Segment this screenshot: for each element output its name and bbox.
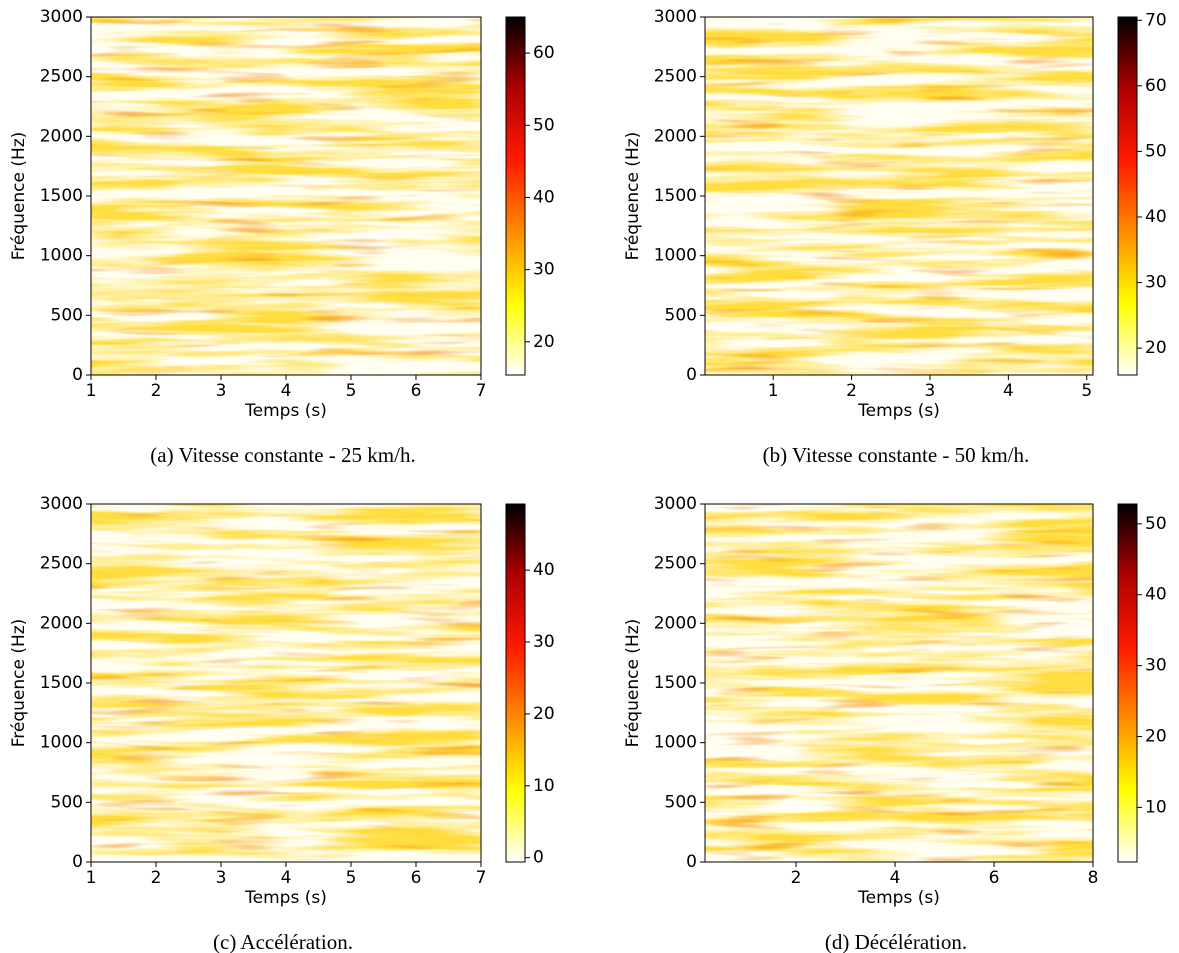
colorbar	[1117, 16, 1138, 376]
caption: (c) Accélération.	[213, 930, 353, 953]
x-axis-label: Temps (s)	[857, 401, 940, 421]
colorbar-tick-label: 70	[1145, 10, 1167, 30]
x-tick-label: 2	[846, 381, 857, 401]
x-tick-label: 1	[86, 868, 97, 888]
x-tick-label: 3	[925, 381, 936, 401]
y-tick-label: 2000	[40, 126, 83, 146]
colorbar	[1117, 503, 1138, 863]
x-tick-label: 6	[411, 868, 422, 888]
y-tick-label: 1000	[654, 733, 697, 753]
colorbar	[505, 16, 526, 376]
colorbar-tick-label: 10	[1145, 797, 1167, 817]
spectrogram-texture	[91, 17, 481, 375]
colorbar-tick-label: 60	[533, 43, 555, 63]
y-axis-label: Fréquence (Hz)	[9, 132, 29, 261]
y-axis-label: Fréquence (Hz)	[9, 619, 29, 748]
colorbar-tick-label: 0	[533, 848, 544, 868]
colorbar-tick-label: 30	[533, 632, 555, 652]
x-tick-label: 1	[86, 381, 97, 401]
y-tick-label: 1500	[654, 673, 697, 693]
colorbar-tick-label: 40	[1145, 207, 1167, 227]
y-tick-label: 3000	[40, 7, 83, 27]
x-tick-label: 7	[476, 381, 487, 401]
y-tick-label: 2500	[40, 554, 83, 574]
colorbar-tick-label: 20	[533, 332, 555, 352]
x-axis-label: Temps (s)	[244, 888, 327, 908]
x-tick-label: 3	[216, 381, 227, 401]
x-tick-label: 2	[791, 868, 802, 888]
y-tick-label: 500	[665, 792, 697, 812]
y-tick-label: 1500	[40, 186, 83, 206]
x-tick-label: 4	[890, 868, 901, 888]
y-tick-label: 500	[665, 305, 697, 325]
colorbar-tick-label: 50	[1145, 141, 1167, 161]
y-tick-label: 1500	[654, 186, 697, 206]
x-tick-label: 5	[346, 381, 357, 401]
colorbar-tick-label: 60	[1145, 76, 1167, 96]
caption: (b) Vitesse constante - 50 km/h.	[763, 443, 1030, 467]
y-tick-label: 3000	[40, 494, 83, 514]
spectrogram-texture	[705, 504, 1093, 862]
y-tick-label: 1000	[40, 246, 83, 266]
x-tick-label: 2	[151, 868, 162, 888]
y-tick-label: 2500	[654, 554, 697, 574]
y-tick-label: 1000	[40, 733, 83, 753]
x-tick-label: 6	[989, 868, 1000, 888]
y-tick-label: 2000	[654, 126, 697, 146]
colorbar	[505, 503, 526, 863]
y-tick-label: 500	[51, 792, 83, 812]
y-tick-label: 1000	[654, 246, 697, 266]
x-tick-label: 1	[768, 381, 779, 401]
x-tick-label: 3	[216, 868, 227, 888]
x-tick-label: 4	[281, 868, 292, 888]
x-tick-label: 5	[1081, 381, 1092, 401]
y-tick-label: 0	[72, 852, 83, 872]
colorbar-tick-label: 40	[533, 560, 555, 580]
x-tick-label: 6	[411, 381, 422, 401]
caption: (d) Décélération.	[825, 930, 967, 953]
colorbar-tick-label: 30	[1145, 273, 1167, 293]
y-tick-label: 2500	[654, 67, 697, 87]
colorbar-tick-label: 10	[533, 776, 555, 796]
y-tick-label: 500	[51, 305, 83, 325]
y-tick-label: 2000	[40, 613, 83, 633]
x-tick-label: 4	[1003, 381, 1014, 401]
colorbar-tick-label: 30	[1145, 656, 1167, 676]
x-tick-label: 4	[281, 381, 292, 401]
x-tick-label: 8	[1088, 868, 1099, 888]
y-tick-label: 3000	[654, 7, 697, 27]
y-tick-label: 1500	[40, 673, 83, 693]
colorbar-tick-label: 20	[1145, 338, 1167, 358]
y-tick-label: 2500	[40, 67, 83, 87]
y-axis-label: Fréquence (Hz)	[623, 619, 643, 748]
y-tick-label: 0	[686, 365, 697, 385]
colorbar-tick-label: 40	[533, 187, 555, 207]
colorbar-tick-label: 50	[1145, 514, 1167, 534]
colorbar-tick-label: 20	[1145, 727, 1167, 747]
y-tick-label: 0	[72, 365, 83, 385]
y-axis-label: Fréquence (Hz)	[623, 132, 643, 261]
colorbar-tick-label: 40	[1145, 585, 1167, 605]
spectrogram-texture	[91, 504, 481, 862]
colorbar-tick-label: 20	[533, 704, 555, 724]
y-tick-label: 3000	[654, 494, 697, 514]
y-tick-label: 0	[686, 852, 697, 872]
colorbar-tick-label: 30	[533, 260, 555, 280]
x-tick-label: 2	[151, 381, 162, 401]
spectrogram-texture	[705, 17, 1093, 375]
x-tick-label: 7	[476, 868, 487, 888]
x-axis-label: Temps (s)	[244, 401, 327, 421]
colorbar-tick-label: 50	[533, 115, 555, 135]
x-axis-label: Temps (s)	[857, 888, 940, 908]
x-tick-label: 5	[346, 868, 357, 888]
caption: (a) Vitesse constante - 25 km/h.	[150, 443, 415, 467]
y-tick-label: 2000	[654, 613, 697, 633]
